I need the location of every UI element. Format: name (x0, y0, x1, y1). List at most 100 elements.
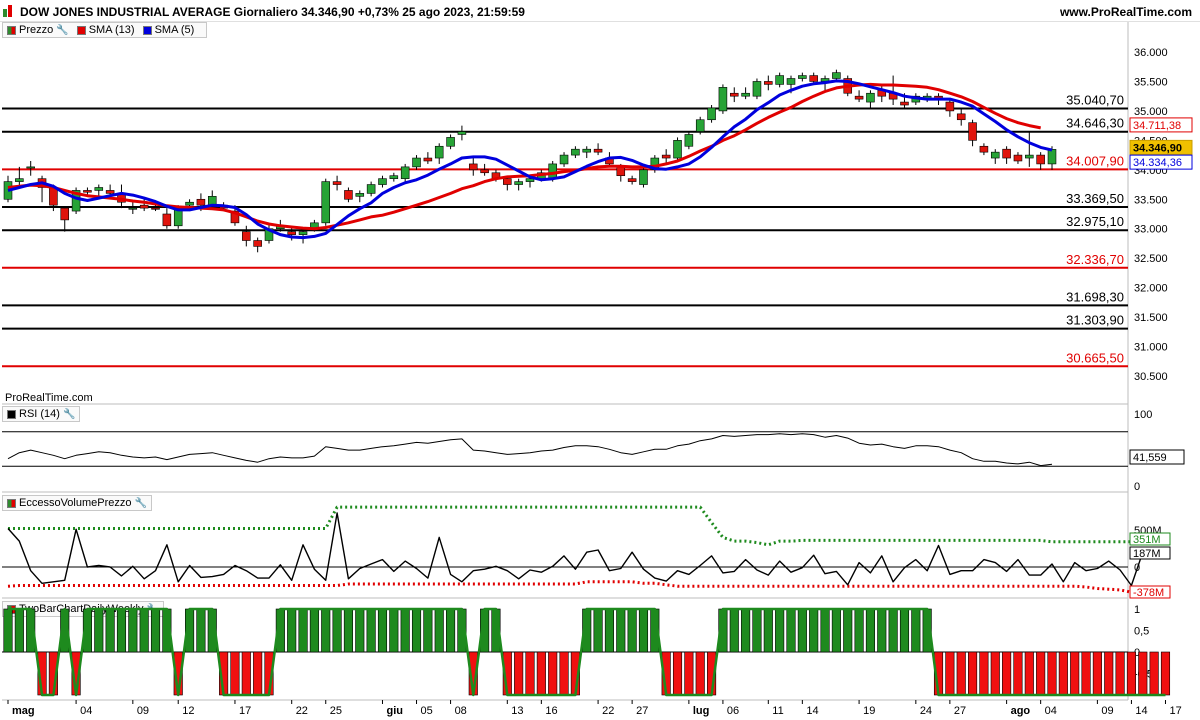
sma13-tag: 34.711,38 (1133, 120, 1181, 132)
price-tick-label: 31.000 (1134, 342, 1168, 354)
candle (854, 95, 864, 100)
watermark: ProRealTime.com (5, 392, 93, 404)
rsi-tag: 41,559 (1133, 452, 1167, 464)
twobar-tick-label: 1 (1134, 604, 1140, 616)
twobar-bar (1081, 651, 1091, 696)
twobar-bar (990, 651, 1000, 696)
rsi-line (7, 433, 1053, 467)
candle (139, 204, 149, 209)
twobar-bar (355, 608, 365, 653)
sma5-tag-box (1129, 154, 1193, 170)
wrench-icon[interactable]: 🔧 (62, 408, 76, 420)
twobar-bar (684, 651, 694, 696)
price-tick-label: 36.000 (1134, 47, 1168, 59)
date-label: 12 (182, 705, 194, 717)
legend-label-sma5: SMA (5) (154, 24, 195, 36)
rsi-legend[interactable]: RSI (14) 🔧 (2, 406, 81, 422)
twobar-bar (1013, 651, 1023, 696)
candle (514, 181, 523, 185)
twobar-bar (1047, 651, 1057, 696)
level-label: 31.698,30 (1066, 289, 1124, 304)
candle (355, 193, 365, 197)
date-label: ago (1011, 705, 1031, 717)
rsi-tag-box (1129, 449, 1185, 465)
twobar-bar (593, 608, 603, 653)
date-label: 22 (296, 705, 308, 717)
candle (673, 140, 682, 159)
candle (627, 178, 637, 182)
site-link[interactable]: www.ProRealTime.com (1059, 5, 1192, 19)
twobar-bar (94, 608, 104, 653)
twobar-bar (1036, 651, 1046, 696)
legend-label-prezzo: Prezzo (19, 24, 54, 36)
date-label: 13 (511, 705, 523, 717)
candle (775, 75, 784, 85)
volume-upper-band (8, 505, 1155, 547)
candle (786, 78, 796, 85)
candle (49, 187, 58, 206)
candle (582, 148, 592, 153)
candle (832, 72, 841, 79)
twobar-bar (3, 608, 13, 653)
price-tick-label: 35.000 (1134, 106, 1168, 118)
candle (446, 137, 455, 147)
candle (571, 148, 580, 156)
twobar-bar (1024, 651, 1034, 696)
rsi-swatch (7, 409, 16, 419)
candle (480, 169, 489, 174)
twobar-bar (116, 608, 127, 653)
candle (230, 210, 240, 224)
twobar-bar (309, 608, 319, 653)
candle (389, 175, 399, 179)
candle (321, 181, 331, 224)
twobar-bar (899, 608, 910, 653)
twobar-bar (729, 608, 739, 653)
price-legend[interactable]: Prezzo 🔧 SMA (13) SMA (5) (2, 22, 208, 38)
twobar-bar (525, 651, 535, 696)
twobar-bar (809, 608, 819, 653)
candle (741, 92, 750, 97)
legend-item-sma5[interactable]: SMA (5) (142, 24, 195, 36)
candle (344, 190, 353, 200)
date-label: 14 (1135, 705, 1147, 717)
candle (151, 207, 160, 210)
candle (707, 107, 716, 121)
twobar-bar (956, 651, 966, 696)
twobar-bar (536, 651, 546, 696)
twobar-bar (287, 608, 297, 653)
volume-upper-tag: 351M (1133, 534, 1161, 546)
legend-label-volume: EccessoVolumePrezzo (19, 497, 132, 509)
twobar-bar (672, 651, 683, 696)
candle (798, 75, 807, 79)
price-tick-label: 32.000 (1134, 283, 1168, 295)
candle (718, 87, 728, 112)
candle (128, 207, 138, 210)
twobar-bar (968, 651, 978, 696)
volume-legend[interactable]: EccessoVolumePrezzo 🔧 (2, 495, 152, 511)
candle (684, 134, 694, 147)
twobar-bar (1104, 651, 1114, 696)
date-label: 09 (137, 705, 149, 717)
date-label: lug (693, 705, 710, 717)
wrench-icon[interactable]: 🔧 (56, 24, 69, 36)
candle (105, 190, 115, 194)
twobar-bar (877, 608, 887, 653)
wrench-icon[interactable]: 🔧 (134, 497, 147, 509)
candle (468, 163, 478, 171)
legend-item-prezzo[interactable]: Prezzo 🔧 (7, 24, 69, 36)
twobar-bar (377, 608, 388, 653)
candle (764, 81, 773, 85)
candle (366, 184, 376, 194)
sma13-swatch (76, 25, 86, 35)
twobar-bar (332, 608, 342, 653)
chart-title: DOW JONES INDUSTRIAL AVERAGE Giornaliero… (20, 5, 525, 19)
candle (287, 231, 296, 235)
twobar-bar (854, 608, 864, 653)
candle (457, 131, 467, 135)
twobar-bar (139, 608, 149, 653)
price-tag-box (1129, 139, 1193, 155)
title-bar: DOW JONES INDUSTRIAL AVERAGE Giornaliero… (0, 0, 1200, 22)
candle (990, 151, 1000, 159)
legend-item-sma13[interactable]: SMA (13) (76, 24, 135, 36)
